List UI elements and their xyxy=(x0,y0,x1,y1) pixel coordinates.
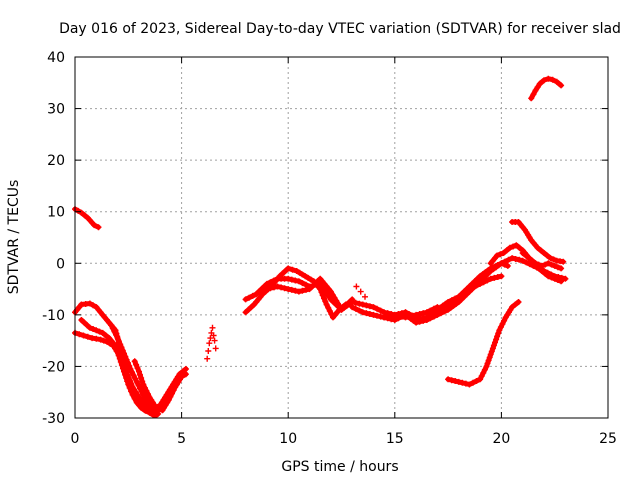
x-tick-label: 5 xyxy=(177,431,186,447)
data-point-markers xyxy=(140,371,189,414)
x-tick-label: 20 xyxy=(492,431,510,447)
x-tick-label: 0 xyxy=(71,431,80,447)
y-tick-label: -20 xyxy=(42,359,65,375)
y-tick-label: -30 xyxy=(42,411,65,427)
series-arc-07 xyxy=(140,371,189,414)
series-arc-08 xyxy=(204,324,219,362)
y-tick-label: 40 xyxy=(47,50,65,66)
y-tick-label: 20 xyxy=(47,153,65,169)
data-point-markers xyxy=(509,219,567,265)
x-tick-label: 15 xyxy=(386,431,404,447)
plot-frame xyxy=(74,56,609,419)
data-point-markers xyxy=(204,324,219,362)
series-arc-05 xyxy=(108,322,159,416)
series-arc-01 xyxy=(72,206,102,231)
series-arc-20 xyxy=(528,75,565,102)
series-layer xyxy=(72,75,569,419)
series-arc-12 xyxy=(353,283,368,300)
series-arc-18 xyxy=(509,219,567,265)
x-tick-label: 10 xyxy=(279,431,297,447)
y-tick-label: 10 xyxy=(47,205,65,221)
series-arc-19 xyxy=(519,250,565,285)
data-point-markers xyxy=(108,322,159,416)
chart-title: Day 016 of 2023, Sidereal Day-to-day VTE… xyxy=(59,21,621,37)
y-tick-label: 30 xyxy=(47,102,65,118)
x-axis-label: GPS time / hours xyxy=(281,459,398,475)
data-point-markers xyxy=(445,299,522,388)
x-tick-label: 25 xyxy=(599,431,617,447)
tick-layer: 0 5 10 15 20 25 -30 -20 -10 0 10 20 30 40 xyxy=(42,50,617,447)
y-axis-label: SDTVAR / TECUs xyxy=(6,180,22,295)
data-point-markers xyxy=(72,206,102,231)
series-line xyxy=(509,219,566,265)
y-tick-label: 0 xyxy=(56,256,65,272)
data-point-markers xyxy=(519,250,565,285)
grid-layer xyxy=(75,57,608,418)
data-point-markers xyxy=(528,75,565,102)
series-arc-16 xyxy=(445,299,522,388)
data-point-markers xyxy=(353,283,368,300)
y-tick-label: -10 xyxy=(42,308,65,324)
